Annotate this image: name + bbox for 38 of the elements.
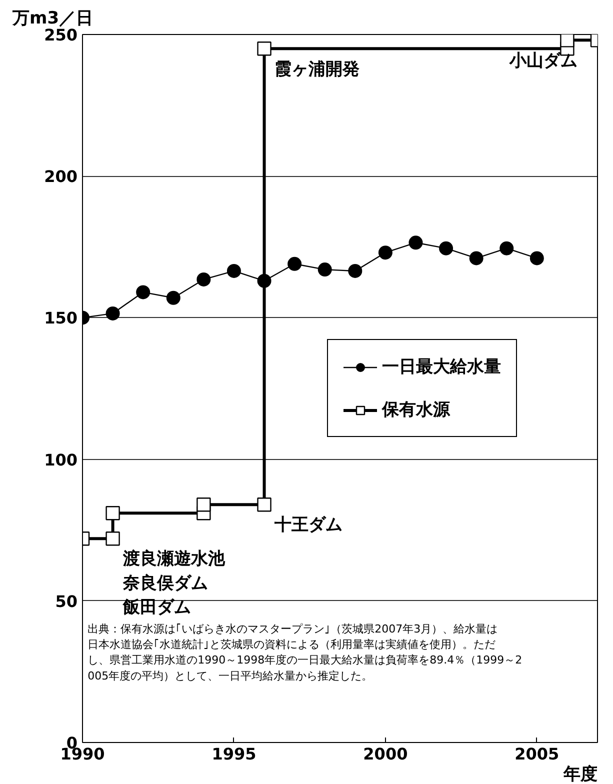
y-tick-label: 50 [55, 592, 78, 611]
point [530, 251, 544, 266]
point [378, 246, 392, 260]
annotation: 飯田ダム [122, 597, 192, 618]
point [136, 285, 150, 300]
x-tick-label: 2005 [514, 744, 560, 764]
annotation: 渡良瀬遊水池 [122, 549, 226, 570]
point [500, 241, 514, 256]
annotation: 霞ヶ浦開発 [274, 59, 360, 80]
point [257, 42, 272, 56]
y-tick-label: 250 [44, 26, 78, 44]
point [196, 272, 211, 286]
point [439, 241, 454, 256]
y-tick-label: 100 [44, 450, 78, 470]
legend-label: 一日最大給水量 [382, 356, 501, 378]
annotation: 十王ダム [274, 515, 343, 536]
point [257, 498, 272, 512]
point [106, 306, 120, 320]
annotation: 奈良俣ダム [122, 573, 208, 594]
point [318, 262, 332, 277]
point [560, 34, 574, 48]
point [196, 498, 211, 512]
point [226, 264, 241, 278]
y-axis-title: 万m3／日 [12, 8, 94, 28]
point [166, 290, 180, 305]
point [288, 256, 302, 271]
x-axis-title: 年度 [562, 764, 598, 784]
annotation: 出典：保有水源は｢いばらき水のマスタープラン｣（茨城県2007年3月）、給水量は日本水道協会｢水道統計｣と茨城県の資料による（利用量率は実績値を使用）。ただし、県営工業用水道の1990～1998年度の一日最大給水量は負荷率を89.4％（1999～2005年度の平均）として、一日平均給水量から推定した。 [88, 622, 522, 682]
point [408, 236, 423, 250]
x-tick-label: 1995 [212, 744, 256, 764]
point [348, 264, 362, 278]
y-tick-label: 150 [44, 308, 78, 328]
point [469, 251, 484, 266]
y-tick-label: 200 [44, 167, 78, 186]
point [106, 506, 120, 520]
x-tick-label: 2000 [363, 744, 408, 764]
point [106, 531, 120, 546]
legend-label: 保有水源 [382, 399, 450, 421]
